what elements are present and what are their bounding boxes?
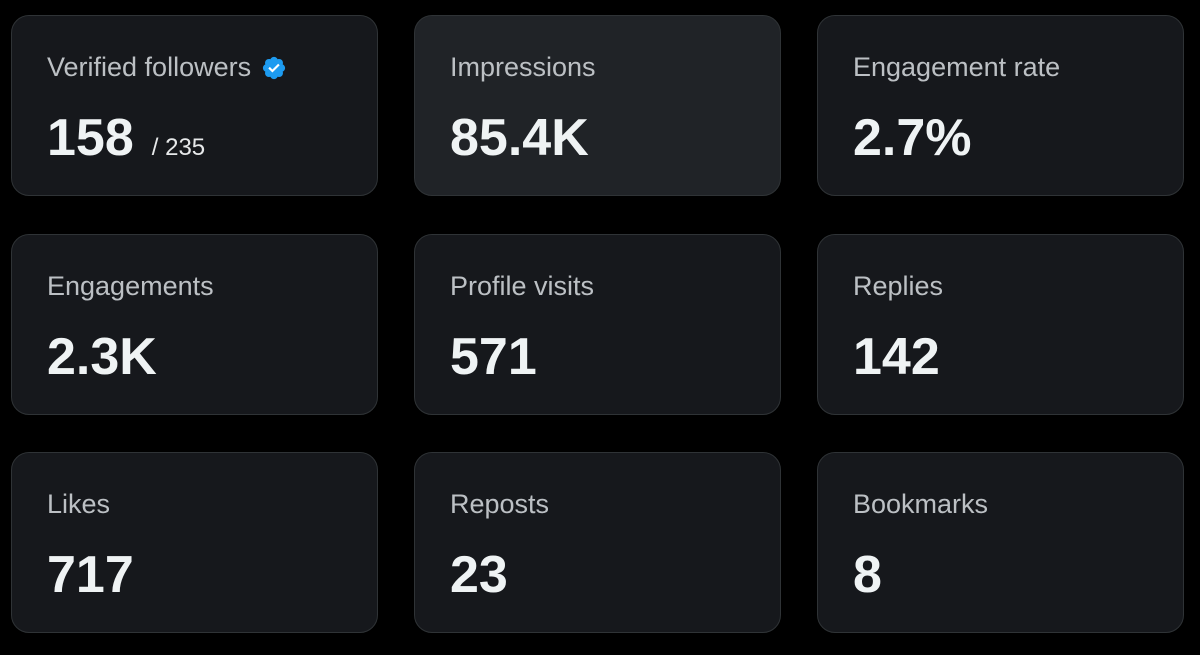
metric-card-impressions[interactable]: Impressions 85.4K (414, 15, 781, 196)
metric-card-engagement-rate[interactable]: Engagement rate 2.7% (817, 15, 1184, 196)
metric-card-bookmarks[interactable]: Bookmarks 8 (817, 452, 1184, 633)
metric-value: 2.3K (47, 328, 157, 386)
metric-card-likes[interactable]: Likes 717 (11, 452, 378, 633)
metric-value: 23 (450, 546, 508, 604)
metric-label: Impressions (450, 52, 596, 82)
metric-value: 85.4K (450, 109, 589, 167)
metric-value: 571 (450, 328, 537, 386)
metric-label: Verified followers (47, 52, 252, 82)
metric-card-profile-visits[interactable]: Profile visits 571 (414, 234, 781, 415)
metric-value: 158 (47, 109, 134, 167)
metric-value: 142 (853, 328, 940, 386)
metric-value-wrapper: 158 / 235 (47, 109, 206, 167)
metric-value: 717 (47, 546, 134, 604)
metric-label: Engagement rate (853, 52, 1061, 82)
metric-label: Likes (47, 489, 111, 519)
verified-badge-icon (261, 55, 287, 81)
metric-label-wrapper: Verified followers (47, 52, 287, 83)
metric-label: Replies (853, 271, 944, 301)
metric-total: / 235 (151, 134, 206, 161)
metric-card-replies[interactable]: Replies 142 (817, 234, 1184, 415)
metric-card-verified-followers[interactable]: Verified followers 158 / 235 (11, 15, 378, 196)
metric-label: Bookmarks (853, 489, 989, 519)
metric-label: Profile visits (450, 271, 595, 301)
metric-value: 2.7% (853, 109, 972, 167)
metric-label: Reposts (450, 489, 550, 519)
metric-label: Engagements (47, 271, 214, 301)
metric-value: 8 (853, 546, 882, 604)
metric-card-reposts[interactable]: Reposts 23 (414, 452, 781, 633)
metric-card-engagements[interactable]: Engagements 2.3K (11, 234, 378, 415)
